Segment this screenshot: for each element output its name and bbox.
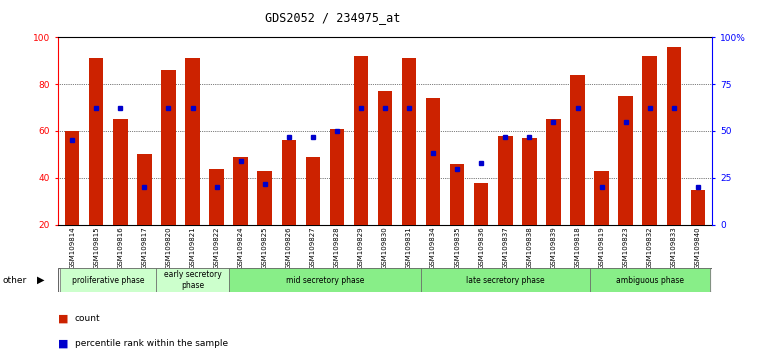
Bar xyxy=(89,58,103,225)
Bar xyxy=(209,169,224,225)
Text: late secretory phase: late secretory phase xyxy=(466,275,544,285)
Text: ■: ■ xyxy=(58,314,69,324)
Bar xyxy=(498,136,513,225)
Bar xyxy=(330,129,344,225)
Text: mid secretory phase: mid secretory phase xyxy=(286,275,364,285)
Text: ▶: ▶ xyxy=(37,275,45,285)
Bar xyxy=(667,47,681,225)
Text: count: count xyxy=(75,314,100,323)
Bar xyxy=(257,171,272,225)
Bar xyxy=(546,119,561,225)
Bar xyxy=(426,98,440,225)
FancyBboxPatch shape xyxy=(229,268,421,292)
Bar xyxy=(522,138,537,225)
Bar xyxy=(474,183,488,225)
Text: ■: ■ xyxy=(58,338,69,348)
Bar xyxy=(571,75,584,225)
Text: other: other xyxy=(2,275,26,285)
Text: GDS2052 / 234975_at: GDS2052 / 234975_at xyxy=(265,11,400,24)
Bar xyxy=(65,131,79,225)
FancyBboxPatch shape xyxy=(421,268,590,292)
FancyBboxPatch shape xyxy=(156,268,229,292)
Bar xyxy=(306,157,320,225)
Text: proliferative phase: proliferative phase xyxy=(72,275,145,285)
Bar xyxy=(161,70,176,225)
FancyBboxPatch shape xyxy=(60,268,156,292)
FancyBboxPatch shape xyxy=(590,268,710,292)
Bar xyxy=(113,119,128,225)
Bar xyxy=(618,96,633,225)
Text: ambiguous phase: ambiguous phase xyxy=(616,275,684,285)
Bar xyxy=(137,154,152,225)
Text: percentile rank within the sample: percentile rank within the sample xyxy=(75,339,228,348)
Bar xyxy=(233,157,248,225)
Bar xyxy=(450,164,464,225)
Bar xyxy=(402,58,417,225)
Bar xyxy=(353,56,368,225)
Bar xyxy=(642,56,657,225)
Bar xyxy=(594,171,609,225)
Bar xyxy=(282,140,296,225)
Text: early secretory
phase: early secretory phase xyxy=(163,270,222,290)
Bar xyxy=(186,58,199,225)
Bar xyxy=(691,190,705,225)
Bar xyxy=(378,91,392,225)
